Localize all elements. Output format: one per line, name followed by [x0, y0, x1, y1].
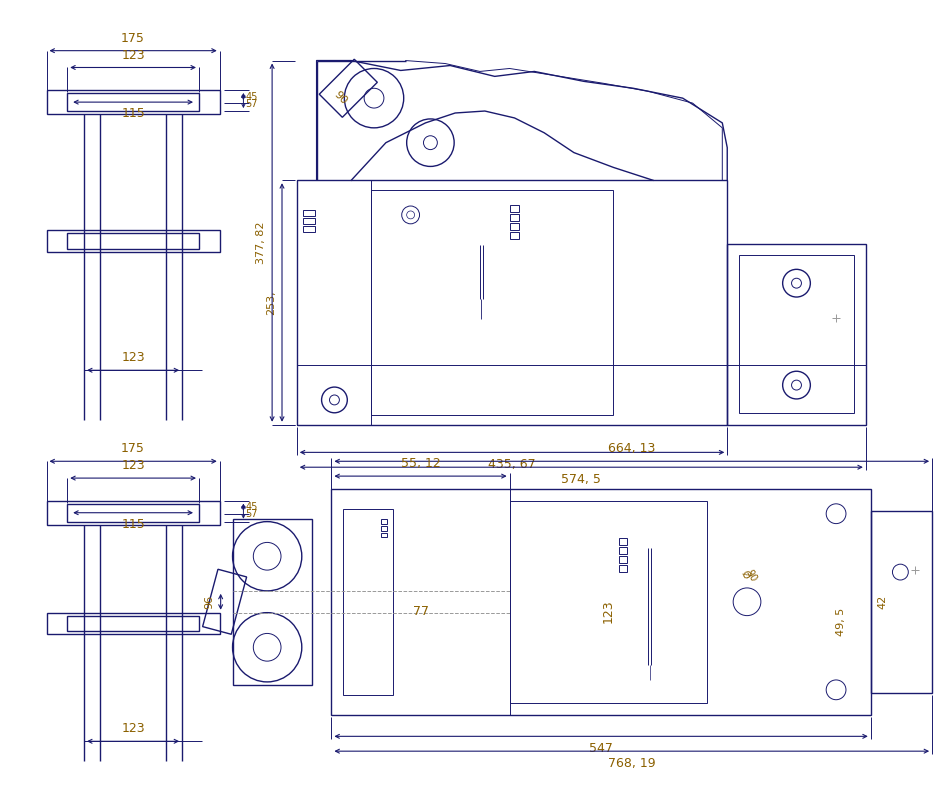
- Text: 45: 45: [245, 91, 258, 102]
- Bar: [233, 519, 312, 685]
- Bar: [739, 256, 854, 413]
- Bar: [47, 612, 220, 634]
- Bar: [68, 93, 199, 111]
- Text: 175: 175: [121, 442, 145, 456]
- Bar: [302, 210, 315, 216]
- Text: 435, 67: 435, 67: [488, 458, 536, 471]
- Bar: [620, 547, 627, 554]
- Bar: [727, 244, 866, 425]
- Bar: [510, 205, 519, 212]
- Bar: [302, 218, 315, 224]
- Bar: [510, 223, 519, 230]
- Text: 77: 77: [412, 605, 428, 618]
- Text: 90: 90: [744, 568, 759, 584]
- Bar: [297, 180, 727, 425]
- Bar: [344, 508, 393, 695]
- Text: 49, 5: 49, 5: [836, 608, 846, 636]
- Text: 55, 12: 55, 12: [401, 457, 440, 470]
- Text: 42: 42: [878, 595, 887, 609]
- Text: 96: 96: [205, 595, 215, 609]
- Bar: [381, 533, 387, 538]
- Bar: [371, 190, 613, 415]
- Bar: [47, 230, 220, 252]
- Bar: [620, 565, 627, 572]
- Text: 664, 13: 664, 13: [608, 442, 655, 456]
- Bar: [68, 504, 199, 522]
- Bar: [47, 91, 220, 114]
- Bar: [620, 556, 627, 563]
- Text: 123: 123: [121, 459, 145, 472]
- Text: 574, 5: 574, 5: [562, 473, 601, 486]
- Text: 768, 19: 768, 19: [608, 757, 655, 770]
- Bar: [68, 233, 199, 249]
- Text: 377, 82: 377, 82: [256, 221, 266, 264]
- Text: Ø: Ø: [739, 568, 751, 580]
- Text: 57: 57: [245, 509, 258, 519]
- Bar: [510, 214, 519, 221]
- Text: 253,: 253,: [266, 290, 276, 315]
- Text: 123: 123: [121, 49, 145, 61]
- Text: 115: 115: [121, 107, 145, 120]
- Text: 90: 90: [331, 90, 349, 107]
- Bar: [47, 501, 220, 525]
- Text: 57: 57: [245, 98, 258, 109]
- Text: 175: 175: [121, 31, 145, 45]
- Text: 547: 547: [589, 742, 613, 756]
- Text: 123: 123: [121, 722, 145, 735]
- Text: 45: 45: [245, 502, 258, 512]
- Text: 115: 115: [121, 518, 145, 530]
- Text: 123: 123: [602, 600, 615, 623]
- Bar: [68, 615, 199, 631]
- Bar: [620, 538, 627, 545]
- Bar: [302, 226, 315, 231]
- Bar: [331, 489, 870, 715]
- Bar: [381, 519, 387, 523]
- Bar: [510, 501, 707, 703]
- Bar: [381, 526, 387, 530]
- Bar: [870, 511, 932, 693]
- Text: 123: 123: [121, 351, 145, 364]
- Bar: [297, 180, 371, 425]
- Bar: [510, 231, 519, 238]
